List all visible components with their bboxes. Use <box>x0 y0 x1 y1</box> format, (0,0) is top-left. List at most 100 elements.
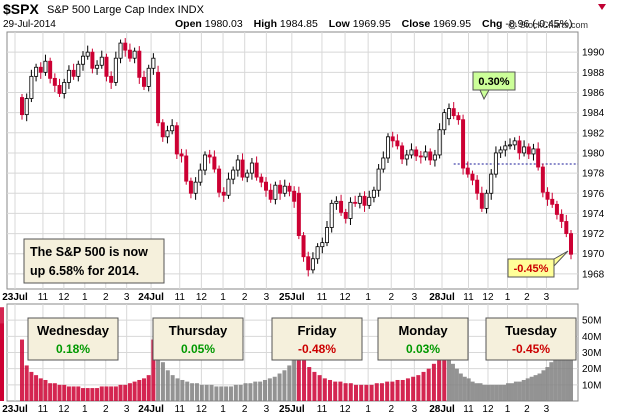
volume-bar <box>151 339 156 401</box>
volume-bar <box>160 362 165 401</box>
volume-bar <box>506 383 511 401</box>
x-tick-label: 3 <box>544 404 550 415</box>
candle-body <box>198 169 203 183</box>
volume-bar <box>431 363 436 401</box>
candle-body <box>123 42 128 51</box>
candle-body <box>423 151 428 158</box>
candle-body <box>395 140 400 147</box>
day-change: -0.45% <box>512 342 550 356</box>
candle-body <box>81 55 86 65</box>
candle-body <box>517 140 522 154</box>
volume-bar <box>302 358 307 401</box>
volume-bar <box>20 339 24 401</box>
low-value: 1969.95 <box>352 18 391 30</box>
x-tick-label: 23Jul <box>2 404 28 415</box>
high-label: High <box>253 18 277 30</box>
y-tick-label: 1974 <box>582 209 605 220</box>
x-tick-label: 11 <box>463 404 474 415</box>
candle-body <box>446 108 451 120</box>
volume-bar <box>405 378 410 401</box>
candle-body <box>296 192 301 236</box>
candle-body <box>146 67 151 87</box>
candle-body <box>329 202 334 228</box>
day-change-box <box>27 317 119 361</box>
candle-body <box>385 136 390 159</box>
candle-body <box>503 145 508 151</box>
x-tick-label: 3 <box>412 292 418 303</box>
index-name: S&P 500 Large Cap Index INDX <box>47 4 204 16</box>
volume-bar <box>165 370 170 401</box>
vol-tick-label: 40M <box>582 332 601 343</box>
volume-bar <box>545 367 550 401</box>
candle-body <box>461 119 466 169</box>
volume-bar <box>482 384 487 401</box>
volume-bar <box>52 383 57 401</box>
candle-body <box>493 152 498 175</box>
volume-bar <box>282 370 287 401</box>
candle-body <box>451 108 456 117</box>
candle-body <box>362 195 367 206</box>
x-tick-label: 1 <box>365 404 371 415</box>
volume-bar <box>199 384 204 401</box>
volume-bar <box>81 388 85 401</box>
volume-bar <box>142 378 146 401</box>
x-tick-label: 3 <box>544 292 550 303</box>
x-tick-label: 11 <box>38 292 49 303</box>
candle-body <box>188 180 193 194</box>
candle-body <box>343 212 348 219</box>
volume-bar <box>180 379 185 401</box>
x-tick-label: 11 <box>317 404 328 415</box>
candle-body <box>540 166 545 193</box>
candle-body <box>113 57 118 83</box>
candle-body <box>522 146 527 154</box>
volume-bar <box>29 371 34 401</box>
volume-bar <box>233 384 238 401</box>
x-tick-label: 12 <box>482 404 494 415</box>
low-callout-pointer <box>553 250 569 268</box>
volume-bar <box>343 383 348 401</box>
candle-body <box>66 69 71 83</box>
y-tick-label: 1980 <box>582 148 605 159</box>
volume-bar <box>137 379 142 401</box>
volume-bar <box>390 381 395 401</box>
y-tick-label: 1968 <box>582 269 605 280</box>
x-tick-label: 12 <box>339 292 351 303</box>
dropdown-triangle-icon[interactable] <box>598 4 606 10</box>
candle-body <box>320 242 325 248</box>
candle-body <box>231 169 236 180</box>
volume-bar <box>253 381 258 401</box>
volume-bar <box>421 371 426 401</box>
candle-body <box>19 97 24 116</box>
volume-bar <box>156 336 161 401</box>
volume-bar <box>224 386 229 401</box>
volume-bar <box>71 386 76 401</box>
x-tick-label: 1 <box>365 292 371 303</box>
volume-bar <box>411 376 416 401</box>
candle-body <box>193 181 198 194</box>
volume-bar <box>529 376 534 401</box>
volume-bar <box>478 383 483 401</box>
volume-bar <box>561 339 566 401</box>
volume-bar <box>474 383 479 401</box>
volume-bar <box>90 388 95 401</box>
candle-body <box>57 85 62 94</box>
y-tick-label: 1976 <box>582 189 605 200</box>
volume-bar <box>374 383 379 401</box>
open-value: 1980.03 <box>204 18 243 30</box>
day-change: 0.03% <box>406 342 440 356</box>
volume-bar <box>470 381 475 401</box>
x-tick-label: 3 <box>124 292 130 303</box>
candle-body <box>170 125 175 132</box>
candle-body <box>306 256 311 271</box>
day-change: -0.48% <box>298 342 336 356</box>
volume-bar <box>521 379 526 401</box>
volume-bar <box>348 383 353 401</box>
x-tick-label: 3 <box>124 404 130 415</box>
volume-bar <box>557 344 562 401</box>
day-name: Friday <box>297 323 337 338</box>
volume-bar <box>400 379 405 401</box>
volume-bar <box>385 381 390 401</box>
candle-body <box>292 190 297 202</box>
candle-body <box>226 178 231 196</box>
volume-bar <box>243 383 248 401</box>
